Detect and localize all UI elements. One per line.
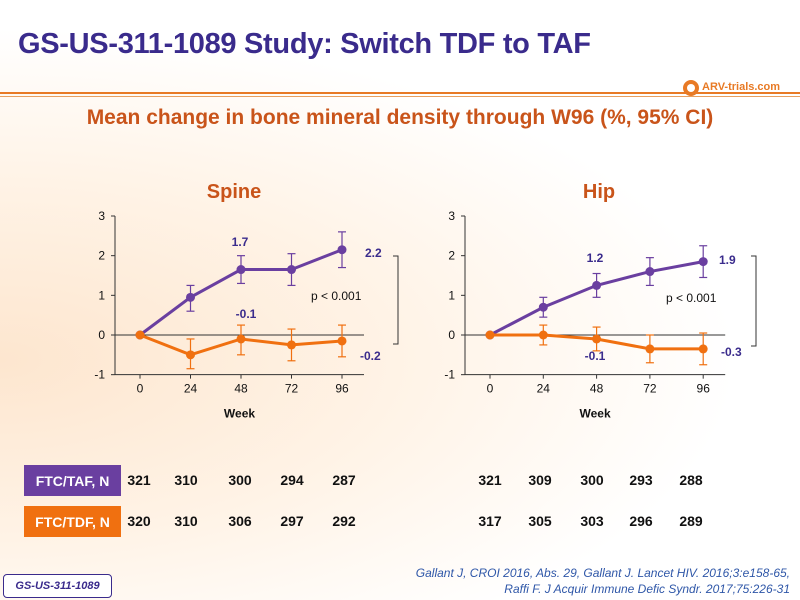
x-tick-label: 96 — [697, 382, 711, 396]
x-axis-label: Week — [224, 407, 255, 421]
x-tick-label: 96 — [335, 382, 349, 396]
reference-line-1: Gallant J, CROI 2016, Abs. 29, Gallant J… — [415, 566, 790, 580]
reference-line-2: Raffi F. J Acquir Immune Defic Syndr. 20… — [504, 582, 790, 596]
panel-title: Hip — [583, 181, 615, 203]
data-label: 2.2 — [365, 246, 382, 260]
data-label: -0.3 — [721, 345, 742, 359]
n-cell: 296 — [629, 513, 653, 529]
n-cell: 305 — [528, 513, 552, 529]
logo-text: ARV-trials.com — [702, 81, 781, 93]
n-cell: 288 — [679, 472, 703, 488]
data-label: 1.7 — [232, 235, 249, 249]
data-label: -0.1 — [585, 349, 606, 363]
data-point — [592, 334, 602, 344]
data-label: -0.2 — [360, 349, 381, 363]
logo-icon — [683, 80, 699, 96]
data-label: -0.1 — [236, 307, 257, 321]
data-label: 1.9 — [719, 253, 736, 267]
data-point — [135, 330, 145, 340]
n-cell: 321 — [127, 472, 151, 488]
data-point — [337, 245, 347, 255]
data-point — [538, 302, 548, 312]
y-tick-label: 2 — [448, 249, 455, 263]
n-cell: 306 — [228, 513, 252, 529]
data-point — [645, 344, 655, 354]
x-tick-label: 0 — [487, 382, 494, 396]
x-tick-label: 48 — [590, 382, 604, 396]
data-point — [236, 334, 246, 344]
ftc-taf-n-label: FTC/TAF, N — [24, 465, 121, 496]
n-cell: 320 — [127, 513, 151, 529]
arv-trials-logo: ARV-trials.com — [683, 78, 795, 98]
n-cell: 294 — [280, 472, 304, 488]
data-point — [698, 344, 708, 354]
y-tick-label: 0 — [98, 328, 105, 342]
y-tick-label: 1 — [98, 288, 105, 302]
n-cell: 317 — [478, 513, 502, 529]
x-tick-label: 72 — [643, 382, 657, 396]
data-point — [287, 340, 296, 350]
y-tick-label: 0 — [448, 328, 455, 342]
data-point — [186, 350, 195, 360]
x-tick-label: 24 — [537, 382, 551, 396]
y-tick-label: -1 — [94, 368, 105, 382]
y-tick-label: 3 — [448, 209, 455, 223]
data-point — [337, 336, 347, 346]
chart-subtitle: Mean change in bone mineral density thro… — [86, 106, 714, 129]
data-point — [236, 265, 246, 275]
ftc-tdf-n-label: FTC/TDF, N — [24, 506, 121, 537]
n-cell: 287 — [332, 472, 356, 488]
data-point — [645, 267, 655, 277]
data-point — [186, 292, 195, 302]
y-tick-label: 1 — [448, 288, 455, 302]
data-point — [538, 330, 548, 340]
n-cell: 292 — [332, 513, 356, 529]
n-cell: 310 — [174, 472, 198, 488]
n-cell: 297 — [280, 513, 304, 529]
data-label: 1.2 — [587, 251, 604, 265]
x-tick-label: 0 — [137, 382, 144, 396]
y-tick-label: 3 — [98, 209, 105, 223]
x-tick-label: 24 — [184, 382, 198, 396]
n-cell: 310 — [174, 513, 198, 529]
significance-bracket — [751, 255, 757, 347]
y-tick-label: -1 — [444, 368, 455, 382]
data-point — [592, 280, 602, 290]
n-cell: 300 — [228, 472, 252, 488]
y-tick-label: 2 — [98, 249, 105, 263]
data-point — [287, 265, 296, 275]
x-axis-label: Week — [580, 407, 611, 421]
title-divider — [0, 92, 800, 94]
x-tick-label: 48 — [234, 382, 248, 396]
n-cell: 289 — [679, 513, 703, 529]
reference-citation: Gallant J, CROI 2016, Abs. 29, Gallant J… — [416, 565, 790, 597]
data-label: p < 0.001 — [666, 291, 717, 305]
n-cell: 300 — [580, 472, 604, 488]
n-cell: 321 — [478, 472, 502, 488]
significance-bracket — [393, 255, 399, 345]
data-point — [485, 330, 495, 340]
data-point — [698, 257, 708, 267]
data-label: p < 0.001 — [311, 289, 362, 303]
panel-title: Spine — [207, 181, 261, 203]
n-cell: 293 — [629, 472, 653, 488]
n-cell: 309 — [528, 472, 552, 488]
n-cell: 303 — [580, 513, 604, 529]
x-tick-label: 72 — [285, 382, 299, 396]
title-divider-thin — [0, 96, 800, 97]
slide-title: GS-US-311-1089 Study: Switch TDF to TAF — [18, 28, 591, 60]
study-tag: GS-US-311-1089 — [3, 574, 112, 598]
